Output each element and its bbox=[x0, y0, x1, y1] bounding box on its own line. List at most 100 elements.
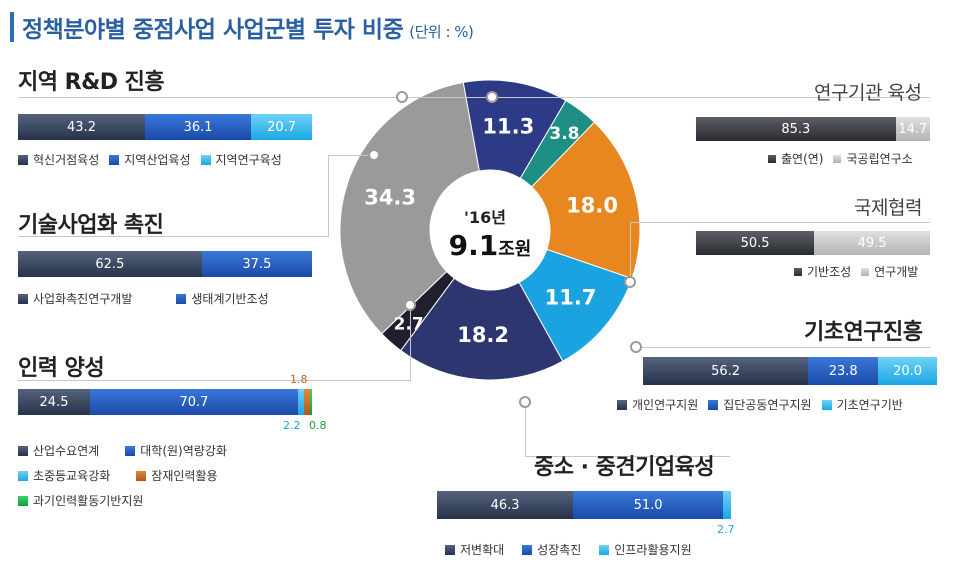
legend-swatch bbox=[617, 399, 627, 410]
connector-vline-intl bbox=[630, 222, 631, 282]
bar-segment: 62.5 bbox=[18, 251, 202, 277]
donut-hole bbox=[430, 170, 550, 290]
legend-hr-row2: 초중등교육강화 잠재인력활용 bbox=[18, 467, 218, 484]
connector-vline-hr bbox=[410, 305, 411, 381]
bar-segment: 23.8 bbox=[808, 357, 879, 385]
legend-hr-row1: 산업수요연계 대학(원)역량강화 bbox=[18, 442, 227, 459]
connector-vline-tech bbox=[328, 155, 329, 237]
donut-slice-label: 34.3 bbox=[364, 186, 416, 210]
legend-item: 인프라활용지원 bbox=[599, 541, 692, 558]
legend-item: 지역연구육성 bbox=[200, 151, 282, 168]
legend-item: 기초연구기반 bbox=[821, 396, 903, 413]
legend-swatch bbox=[445, 544, 455, 555]
bar-segment: 50.5 bbox=[696, 231, 815, 255]
legend-swatch bbox=[522, 544, 533, 555]
bar-intl: 50.5 49.5 bbox=[696, 231, 930, 255]
connector-dot-tech bbox=[368, 149, 380, 161]
legend-swatch bbox=[125, 445, 136, 456]
bar-value-label: 0.8 bbox=[309, 419, 327, 432]
legend-item: 기반조성 bbox=[794, 263, 851, 280]
bar-sme: 46.3 51.0 bbox=[437, 491, 731, 519]
connector-dot-rnd bbox=[396, 91, 408, 103]
legend-swatch bbox=[18, 154, 28, 165]
bar-value-label: 1.8 bbox=[290, 373, 308, 386]
connector-line-tech bbox=[18, 236, 328, 237]
section-title-research-inst: 연구기관 육성 bbox=[814, 82, 922, 104]
legend-item: 지역산업육성 bbox=[109, 151, 191, 168]
donut-slice-label: 18.0 bbox=[566, 193, 618, 217]
bar-segment: 24.5 bbox=[18, 389, 91, 415]
legend-item: 생태계기반조성 bbox=[176, 290, 269, 307]
bar-segment: 51.0 bbox=[573, 491, 724, 519]
bar-segment: 70.7 bbox=[90, 389, 298, 415]
donut-slice-label: 2.7 bbox=[394, 314, 424, 334]
bar-segment bbox=[297, 389, 305, 415]
bar-segment bbox=[304, 389, 310, 415]
donut-slice-label: 3.8 bbox=[549, 124, 579, 144]
legend-item: 집단공동연구지원 bbox=[708, 396, 812, 413]
legend-swatch bbox=[18, 445, 28, 456]
legend-swatch bbox=[136, 470, 147, 481]
bar-value-label: 2.2 bbox=[283, 419, 301, 432]
connector-dot-intl bbox=[624, 276, 636, 288]
legend-rnd: 혁신거점육성 지역산업육성 지역연구육성 bbox=[18, 151, 282, 168]
section-title-intl: 국제협력 bbox=[854, 197, 922, 219]
donut-slice-label: 11.3 bbox=[482, 115, 534, 139]
legend-swatch bbox=[599, 544, 610, 555]
legend-item: 출연(연) bbox=[768, 150, 823, 167]
donut-slice-label: 11.7 bbox=[545, 285, 597, 309]
bar-segment: 56.2 bbox=[643, 357, 809, 385]
legend-research-inst: 출연(연) 국공립연구소 bbox=[768, 150, 913, 167]
connector-dot-basic bbox=[630, 341, 642, 353]
connector-line-basic bbox=[636, 347, 930, 348]
connector-line-rnd bbox=[18, 97, 402, 98]
bar-rnd: 43.2 36.1 20.7 bbox=[18, 114, 312, 140]
section-title-hr: 인력 양성 bbox=[18, 356, 105, 381]
legend-item: 과기인력활동기반지원 bbox=[18, 492, 143, 509]
section-title-rnd: 지역 R&D 진흥 bbox=[18, 70, 165, 95]
legend-hr-row3: 과기인력활동기반지원 bbox=[18, 492, 143, 509]
legend-swatch bbox=[708, 399, 719, 410]
legend-swatch bbox=[833, 154, 842, 163]
connector-vline-sme bbox=[525, 402, 526, 456]
connector-dot-hr bbox=[404, 299, 416, 311]
legend-swatch bbox=[109, 154, 120, 165]
legend-swatch bbox=[200, 154, 211, 165]
bar-segment bbox=[309, 389, 312, 415]
connector-line-hr bbox=[18, 380, 410, 381]
legend-swatch bbox=[176, 293, 187, 304]
unit-label: (단위 : %) bbox=[409, 23, 474, 41]
bar-basic: 56.2 23.8 20.0 bbox=[643, 357, 937, 385]
bar-value-label: 2.7 bbox=[717, 523, 735, 536]
legend-tech: 사업화촉진연구개발 생태계기반조성 bbox=[18, 290, 269, 307]
donut-slice-label: 18.2 bbox=[457, 323, 509, 347]
section-title-tech: 기술사업화 촉진 bbox=[18, 213, 164, 238]
legend-item: 초중등교육강화 bbox=[18, 467, 110, 484]
bar-segment: 43.2 bbox=[18, 114, 145, 140]
bar-segment: 20.7 bbox=[251, 114, 312, 140]
bar-research-inst: 85.3 14.7 bbox=[696, 117, 930, 141]
bar-hr: 24.5 70.7 bbox=[18, 389, 312, 415]
bar-segment: 49.5 bbox=[814, 231, 930, 255]
legend-item: 개인연구지원 bbox=[617, 396, 698, 413]
legend-sme: 저변확대 성장촉진 인프라활용지원 bbox=[445, 541, 692, 558]
legend-item: 성장촉진 bbox=[522, 541, 581, 558]
legend-item: 혁신거점육성 bbox=[18, 151, 99, 168]
bar-segment bbox=[723, 491, 731, 519]
donut-chart: 11.3 3.8 18.0 11.7 18.2 2.7 34.3 '16년 9.1조원 bbox=[339, 79, 641, 381]
connector-line-sme bbox=[525, 456, 730, 457]
legend-item: 잠재인력활용 bbox=[136, 467, 218, 484]
bar-segment: 36.1 bbox=[145, 114, 252, 140]
bar-segment: 37.5 bbox=[201, 251, 312, 277]
connector-dot-research-inst bbox=[486, 91, 498, 103]
title-accent-bar bbox=[10, 12, 14, 42]
legend-intl: 기반조성 연구개발 bbox=[794, 263, 918, 280]
connector-line-tech-top bbox=[328, 155, 374, 156]
page-title: 정책분야별 중점사업 사업군별 투자 비중 (단위 : %) bbox=[22, 17, 474, 43]
section-title-basic: 기초연구진흥 bbox=[804, 320, 923, 345]
center-year: '16년 bbox=[464, 208, 506, 227]
legend-item: 국공립연구소 bbox=[833, 150, 913, 167]
legend-basic: 개인연구지원 집단공동연구지원 기초연구기반 bbox=[617, 396, 903, 413]
bar-tech: 62.5 37.5 bbox=[18, 251, 312, 277]
legend-swatch bbox=[821, 399, 832, 410]
